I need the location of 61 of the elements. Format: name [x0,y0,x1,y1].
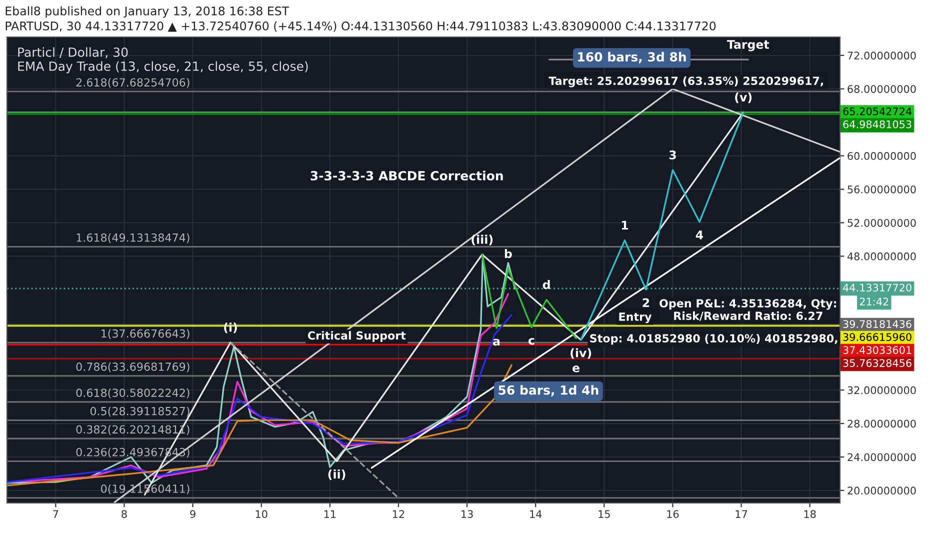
annotation: 1 [622,220,628,230]
y-tick-label: 68.00000000 [848,85,916,93]
ref-line-label: 1(37.66676643) [102,329,190,340]
annotation: Target [726,40,770,52]
x-tick-label: 8 [122,510,127,518]
x-tick-label: 14 [530,510,542,518]
annotation: b [504,248,512,258]
ref-line-label: 37.43033601 [843,346,912,354]
x-tick-label: 18 [804,510,816,518]
x-tick-label: 11 [324,510,336,518]
annotation: 160 bars, 3d 8h [578,52,686,64]
y-tick-label: 48.00000000 [847,252,916,260]
annotation: 2 [642,298,650,307]
text: Particl / Dollar, 30 [18,47,128,58]
annotation: (iv) [570,348,592,359]
y-tick-label: 60.00000000 [848,152,916,160]
text: Eball8 published on January 13, 2018 16:38 EST [6,6,290,18]
y-tick-label: 72.00000000 [848,52,916,60]
ref-line-label: 35.76328456 [843,359,912,367]
annotation: (ii) [328,470,346,480]
annotation: 3-3-3-3-3 ABCDE Correction [310,170,503,180]
ref-line-label: 2.618(67.68254706) [76,78,190,88]
annotation: Target: 25.20299617 (63.35%) 2520299617, [548,76,824,88]
annotation: c [528,338,534,345]
annotation: (iii) [472,234,493,246]
ref-line-label: 65.20542724 [843,107,912,116]
ref-line-label: 0.786(33.69681769) [76,362,190,372]
y-tick-label: 24.00000000 [848,453,916,462]
ref-line-label: 39.78181436 [843,320,912,328]
y-tick-label: 32.00000000 [848,386,916,394]
ref-line-label: 44.13317720 [843,284,912,292]
annotation: Critical Support [308,331,406,342]
annotation: e [572,366,580,372]
text: EMA Day Trade (13, close, 21, close, 55, close) [18,61,308,74]
annotation: (v) [735,92,752,104]
y-tick-label: 20.00000000 [848,486,916,495]
ref-line-label: 64.98481053 [843,120,912,128]
x-tick-label: 13 [462,510,473,518]
x-tick-label: 12 [392,510,404,518]
y-tick-label: 52.00000000 [848,218,916,227]
x-tick-label: 9 [190,510,196,518]
x-tick-label: 15 [598,510,610,518]
x-tick-label: 17 [736,510,748,518]
x-tick-label: 7 [53,510,58,518]
y-tick-label: 56.00000000 [848,185,916,194]
y-tick-label: 28.00000000 [848,420,916,428]
ref-line-label: 39.66615960 [843,333,912,341]
annotation: 3 [669,150,676,160]
annotation: 56 bars, 1d 4h [498,385,598,396]
text: PARTUSD, 30 44.13317720 ▲ +13.72540760 (+45.14%) O:44.13130560 H:44.79110383 L:43.83090000 C:44.13317720 [6,21,716,32]
text: 21:42 [860,298,888,306]
ref-line-label: 0.5(28.39118527) [90,406,190,417]
annotation: Entry [619,312,652,324]
annotation: 4 [696,230,704,240]
annotation: Stop: 4.01852980 (10.10%) 401852980, [590,334,838,345]
annotation: Open P&L: 4.35136284, Qty: Risk/Reward Ratio: 6.27 [660,299,836,321]
x-tick-label: 10 [256,510,268,518]
annotation: d [542,280,550,290]
ref-line-label: 0.618(30.58022242) [76,388,190,398]
ref-line-label: 1.618(49.13138474) [76,233,190,244]
x-tick-label: 16 [667,510,679,518]
